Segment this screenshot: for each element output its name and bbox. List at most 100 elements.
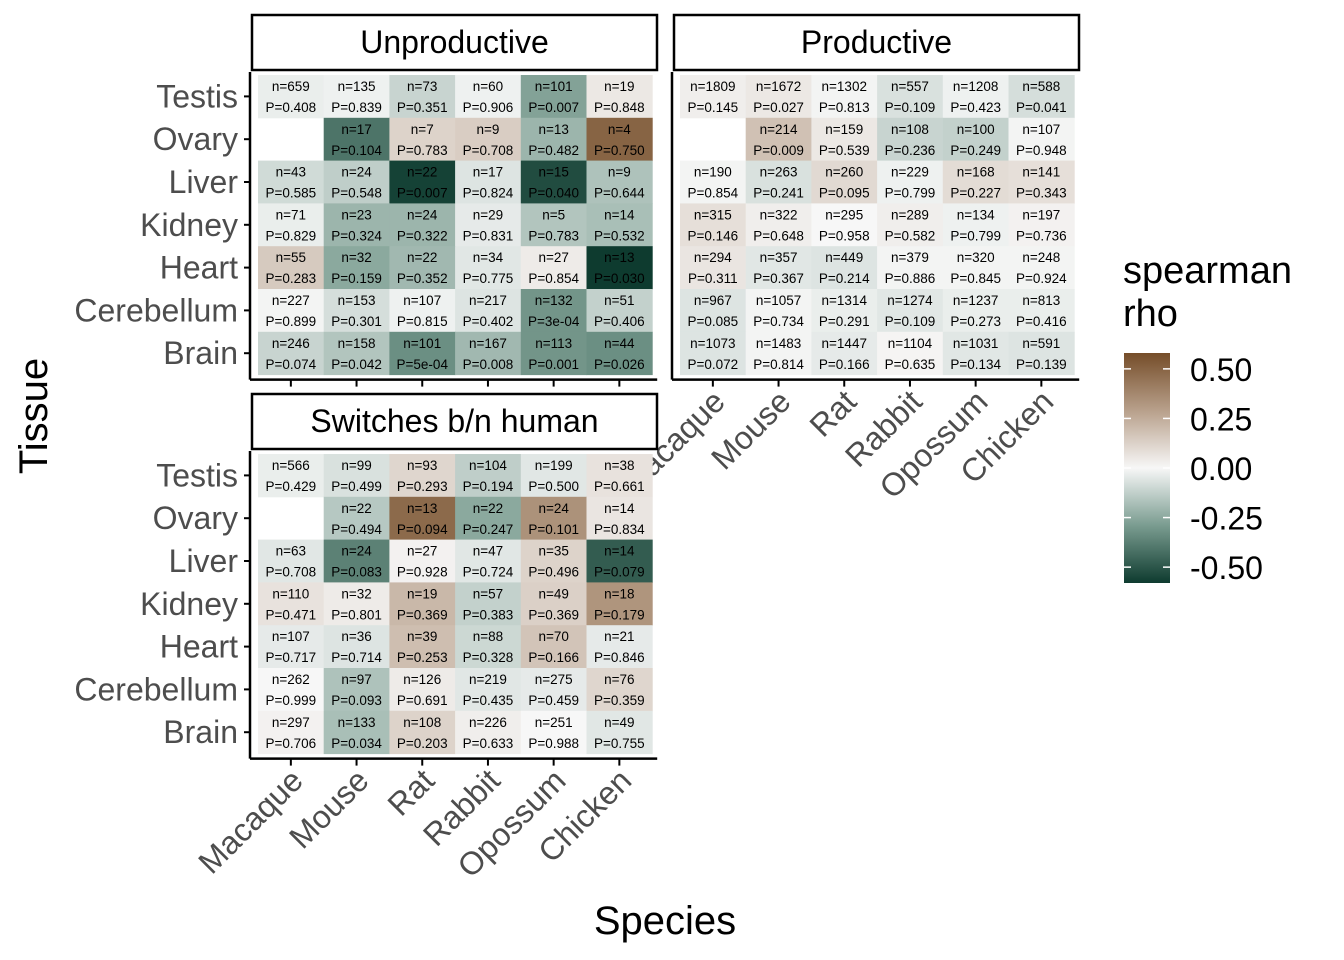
cell-p-label: P=0.755 — [594, 736, 645, 751]
heatmap-cell — [586, 160, 653, 204]
cell-n-label: n=214 — [760, 122, 798, 137]
cell-n-label: n=322 — [760, 207, 798, 222]
cell-p-label: P=0.799 — [950, 228, 1001, 243]
legend-colorbar — [1124, 353, 1170, 583]
heatmap-cell — [942, 203, 1009, 247]
heatmap-cell — [520, 160, 587, 204]
cell-n-label: n=262 — [272, 672, 310, 687]
cell-p-label: P=0.034 — [331, 736, 382, 751]
heatmap-cell — [455, 582, 522, 626]
heatmap-cell — [258, 289, 325, 333]
cell-p-label: P=0.831 — [463, 228, 514, 243]
cell-p-label: P=0.085 — [688, 314, 739, 329]
cell-p-label: P=0.633 — [463, 736, 514, 751]
cell-p-label: P=0.499 — [331, 479, 382, 494]
heatmap-cell — [586, 203, 653, 247]
cell-n-label: n=49 — [604, 715, 634, 730]
cell-n-label: n=14 — [604, 207, 635, 222]
cell-n-label: n=39 — [407, 629, 437, 644]
cell-p-label: P=0.166 — [819, 357, 870, 372]
cell-p-label: P=0.750 — [594, 143, 645, 158]
y-tick-label: Ovary — [153, 121, 238, 157]
cell-p-label: P=0.500 — [528, 479, 579, 494]
cell-n-label: n=1237 — [953, 293, 998, 308]
heatmap-cell — [258, 539, 325, 583]
cell-p-label: P=0.095 — [819, 186, 870, 201]
cell-p-label: P=0.635 — [885, 357, 936, 372]
heatmap-cell — [1008, 246, 1075, 290]
cell-p-label: P=0.026 — [594, 357, 645, 372]
cell-p-label: P=0.815 — [397, 314, 448, 329]
heatmap-cell — [1008, 160, 1075, 204]
cell-n-label: n=251 — [535, 715, 573, 730]
color-legend: spearman rho 0.50 0.25 0.00 -0.25 -0.50 — [1123, 250, 1292, 586]
cell-n-label: n=197 — [1022, 207, 1060, 222]
cell-n-label: n=1104 — [888, 336, 933, 351]
cell-p-label: P=0.109 — [885, 314, 936, 329]
heatmap-cell — [323, 454, 390, 498]
heatmap-cell — [323, 160, 390, 204]
cell-p-label: P=0.249 — [950, 143, 1001, 158]
cell-p-label: P=0.241 — [753, 186, 804, 201]
cell-n-label: n=591 — [1022, 336, 1060, 351]
cell-p-label: P=0.166 — [528, 650, 579, 665]
cell-p-label: P=0.040 — [528, 186, 579, 201]
heatmap-cell — [586, 582, 653, 626]
y-axis-title: Tissue — [12, 358, 56, 474]
heatmap-cell — [323, 75, 390, 119]
cell-p-label: P=0.408 — [266, 100, 317, 115]
cell-n-label: n=566 — [272, 458, 310, 473]
heatmap-cell — [1008, 203, 1075, 247]
cell-p-label: P=0.406 — [594, 314, 645, 329]
heatmap-cell — [1008, 117, 1075, 162]
cell-p-label: P=3e-04 — [528, 314, 580, 329]
cell-p-label: P=0.194 — [463, 479, 514, 494]
cell-p-label: P=0.845 — [950, 271, 1001, 286]
heatmap-cell — [389, 582, 456, 626]
heatmap-cell — [258, 582, 325, 626]
y-tick-label: Ovary — [153, 500, 238, 536]
cell-p-label: P=0.352 — [397, 271, 448, 286]
heatmap-cell — [323, 331, 390, 376]
heatmap-cell — [323, 625, 390, 669]
heatmap-cell — [586, 289, 653, 333]
cell-n-label: n=14 — [604, 544, 635, 559]
heatmap-cell — [877, 289, 944, 333]
cell-p-label: P=0.775 — [463, 271, 514, 286]
cell-p-label: P=0.717 — [266, 650, 317, 665]
heatmap-cell — [323, 203, 390, 247]
cell-p-label: P=0.311 — [688, 271, 738, 286]
cell-n-label: n=100 — [957, 122, 995, 137]
heatmap-cell — [877, 75, 944, 119]
facet-strip-title: Productive — [801, 24, 952, 60]
cell-p-label: P=0.134 — [950, 357, 1001, 372]
cell-n-label: n=294 — [694, 250, 732, 265]
cell-p-label: P=0.094 — [397, 522, 448, 537]
cell-p-label: P=0.104 — [331, 143, 382, 158]
cell-p-label: P=0.585 — [266, 186, 317, 201]
heatmap-cell — [745, 331, 812, 376]
cell-p-label: P=0.494 — [331, 522, 382, 537]
facet-strip — [250, 392, 659, 451]
heatmap-cell — [389, 668, 456, 712]
heatmap-cell — [520, 246, 587, 290]
cell-n-label: n=226 — [469, 715, 507, 730]
cell-p-label: P=0.714 — [331, 650, 382, 665]
heatmap-cell — [877, 331, 944, 376]
heatmap-cell — [520, 117, 587, 162]
y-tick-label: Kidney — [140, 586, 238, 622]
y-tick-label: Cerebellum — [74, 292, 238, 328]
cell-n-label: n=449 — [825, 250, 863, 265]
cell-n-label: n=9 — [608, 165, 631, 180]
cell-n-label: n=132 — [535, 293, 573, 308]
cell-n-label: n=263 — [760, 165, 798, 180]
cell-p-label: P=0.324 — [331, 228, 382, 243]
cell-n-label: n=107 — [403, 293, 441, 308]
cell-n-label: n=379 — [891, 250, 929, 265]
cell-n-label: n=17 — [473, 165, 503, 180]
cell-n-label: n=9 — [476, 122, 499, 137]
cell-p-label: P=0.042 — [331, 357, 382, 372]
cell-n-label: n=60 — [473, 79, 503, 94]
cell-n-label: n=135 — [338, 79, 376, 94]
cell-n-label: n=29 — [473, 207, 503, 222]
